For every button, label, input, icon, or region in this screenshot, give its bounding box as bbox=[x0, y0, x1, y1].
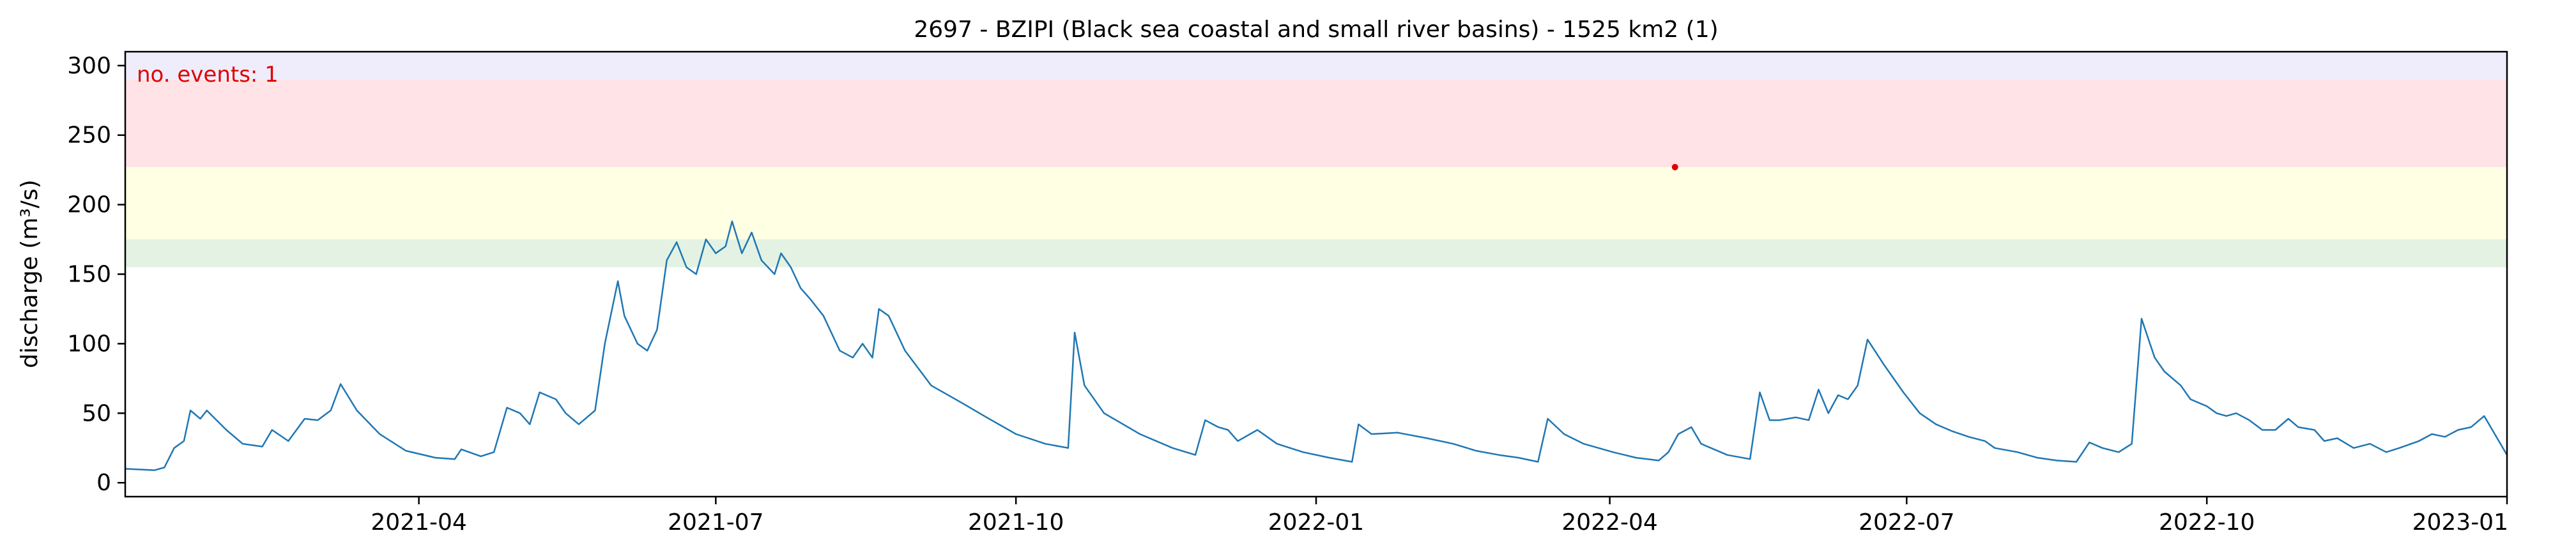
threshold-band-0 bbox=[125, 239, 2507, 267]
threshold-band-3 bbox=[125, 52, 2507, 80]
threshold-band-2 bbox=[125, 79, 2507, 167]
x-tick-label-2021-04: 2021-04 bbox=[371, 509, 466, 536]
x-axis: 2021-04 2021-07 2021-10 2022-01 2022-04 2022-… bbox=[371, 497, 2508, 536]
threshold-bands bbox=[125, 52, 2507, 267]
x-tick-label-2021-07: 2021-07 bbox=[668, 509, 763, 536]
y-tick-label-50: 50 bbox=[82, 400, 111, 426]
y-tick-label-100: 100 bbox=[67, 331, 111, 357]
y-tick-label-300: 300 bbox=[67, 53, 111, 79]
x-tick-label-2023-01: 2023-01 bbox=[2412, 509, 2508, 536]
threshold-band-1 bbox=[125, 167, 2507, 240]
y-tick-label-150: 150 bbox=[67, 262, 111, 288]
y-axis: 0 50 100 150 200 250 300 bbox=[67, 53, 125, 496]
series-layer bbox=[125, 220, 2508, 471]
x-tick-label-2022-01: 2022-01 bbox=[1268, 509, 1364, 536]
y-tick-label-0: 0 bbox=[96, 470, 111, 496]
series-line-discharge bbox=[125, 220, 2508, 471]
chart-title: 2697 - BZIPI (Black sea coastal and smal… bbox=[914, 17, 1718, 43]
y-axis-label: discharge (m³/s) bbox=[17, 179, 43, 368]
x-tick-label-2022-04: 2022-04 bbox=[1561, 509, 1657, 536]
x-tick-label-2021-10: 2021-10 bbox=[968, 509, 1064, 536]
event-marker-0 bbox=[1671, 163, 1678, 170]
y-tick-label-250: 250 bbox=[67, 123, 111, 149]
y-tick-label-200: 200 bbox=[67, 192, 111, 218]
x-tick-label-2022-10: 2022-10 bbox=[2159, 509, 2255, 536]
events-annotation: no. events: 1 bbox=[137, 62, 279, 87]
event-markers bbox=[1671, 163, 1678, 170]
x-tick-label-2022-07: 2022-07 bbox=[1859, 509, 1954, 536]
